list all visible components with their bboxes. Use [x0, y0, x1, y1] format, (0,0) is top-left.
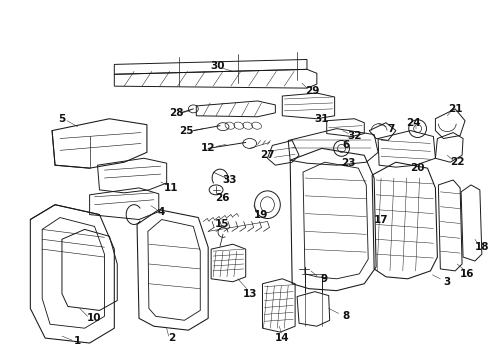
Text: 4: 4 [157, 207, 164, 217]
Text: 3: 3 [443, 277, 450, 287]
Text: 6: 6 [342, 140, 349, 150]
Text: 2: 2 [168, 333, 175, 343]
Text: 11: 11 [163, 183, 178, 193]
Text: 31: 31 [314, 114, 328, 124]
Text: 33: 33 [222, 175, 237, 185]
Text: 9: 9 [320, 274, 326, 284]
Text: 8: 8 [342, 311, 349, 321]
Text: 12: 12 [201, 143, 215, 153]
Text: 23: 23 [341, 158, 355, 168]
Text: 30: 30 [210, 62, 225, 71]
Text: 5: 5 [58, 114, 65, 124]
Text: 7: 7 [386, 123, 394, 134]
Text: 24: 24 [406, 118, 420, 128]
Text: 10: 10 [87, 313, 102, 323]
Text: 20: 20 [409, 163, 424, 173]
Text: 25: 25 [179, 126, 193, 136]
Text: 29: 29 [304, 86, 319, 96]
Text: 27: 27 [260, 150, 274, 160]
Text: 1: 1 [74, 336, 81, 346]
Text: 21: 21 [447, 104, 462, 114]
Text: 16: 16 [459, 269, 473, 279]
Text: 26: 26 [214, 193, 229, 203]
Text: 28: 28 [169, 108, 183, 118]
Text: 15: 15 [214, 220, 229, 229]
Text: 22: 22 [449, 157, 464, 167]
Text: 13: 13 [242, 289, 256, 298]
Text: 19: 19 [253, 210, 267, 220]
Text: 14: 14 [274, 333, 289, 343]
Text: 32: 32 [346, 131, 361, 140]
Text: 17: 17 [373, 215, 387, 225]
Text: 18: 18 [474, 242, 488, 252]
